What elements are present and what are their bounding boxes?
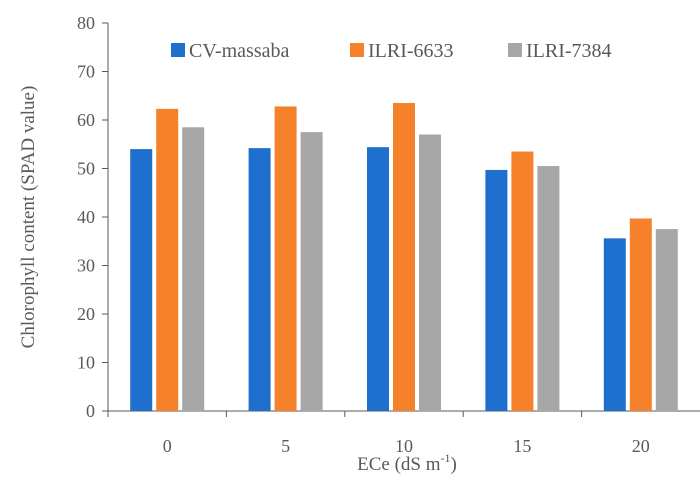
bar-ilri-7384 xyxy=(300,132,323,411)
bar-cv-massaba xyxy=(485,169,508,411)
x-tick-label: 5 xyxy=(281,436,290,456)
legend-swatch xyxy=(171,43,185,57)
y-tick-label: 0 xyxy=(86,401,95,421)
legend-label: ILRI-7384 xyxy=(526,40,612,62)
x-axis-title: ECe (dS m-1) xyxy=(357,451,457,475)
y-tick-label: 30 xyxy=(77,256,95,276)
y-axis-title: Chlorophyll content (SPAD value) xyxy=(18,86,39,349)
bar-cv-massaba xyxy=(248,148,271,411)
bar-ilri-6633 xyxy=(156,108,179,411)
x-axis-title-main: ECe (dS m xyxy=(357,454,441,475)
legend-label: CV-massaba xyxy=(189,40,289,62)
x-axis-title-end: ) xyxy=(451,454,457,475)
bar-ilri-7384 xyxy=(419,134,441,412)
bar-ilri-6633 xyxy=(629,218,652,411)
x-axis: 0 5 10 15 20 xyxy=(107,410,700,456)
bar-ilri-7384 xyxy=(182,127,205,412)
y-tick-label: 20 xyxy=(77,304,95,324)
y-tick-label: 40 xyxy=(77,207,95,227)
y-tick-label: 60 xyxy=(77,110,95,130)
y-tick-label: 80 xyxy=(77,13,95,33)
bars xyxy=(130,103,678,412)
bar-ilri-6633 xyxy=(274,106,297,412)
bar-ilri-7384 xyxy=(655,229,678,411)
y-axis: 0 10 20 30 40 50 60 70 80 xyxy=(77,13,109,421)
legend-swatch xyxy=(350,43,364,57)
legend: CV-massaba ILRI-6633 ILRI-7384 xyxy=(171,40,612,62)
bar-ilri-6633 xyxy=(393,103,415,412)
y-tick-label: 10 xyxy=(77,353,95,373)
bar-cv-massaba xyxy=(603,238,626,411)
bar-cv-massaba xyxy=(130,149,153,411)
legend-label: ILRI-6633 xyxy=(368,40,454,62)
legend-swatch xyxy=(508,43,522,57)
y-tick-label: 70 xyxy=(77,62,95,82)
x-tick-label: 20 xyxy=(632,436,650,456)
bar-cv-massaba xyxy=(367,147,389,411)
x-tick-label: 10 xyxy=(395,436,413,456)
bar-ilri-7384 xyxy=(537,166,560,411)
x-axis-title-superscript: -1 xyxy=(441,451,451,465)
y-tick-label: 50 xyxy=(77,159,95,179)
x-tick-label: 15 xyxy=(513,436,531,456)
x-tick-label: 0 xyxy=(163,436,172,456)
bar-ilri-6633 xyxy=(511,151,534,411)
